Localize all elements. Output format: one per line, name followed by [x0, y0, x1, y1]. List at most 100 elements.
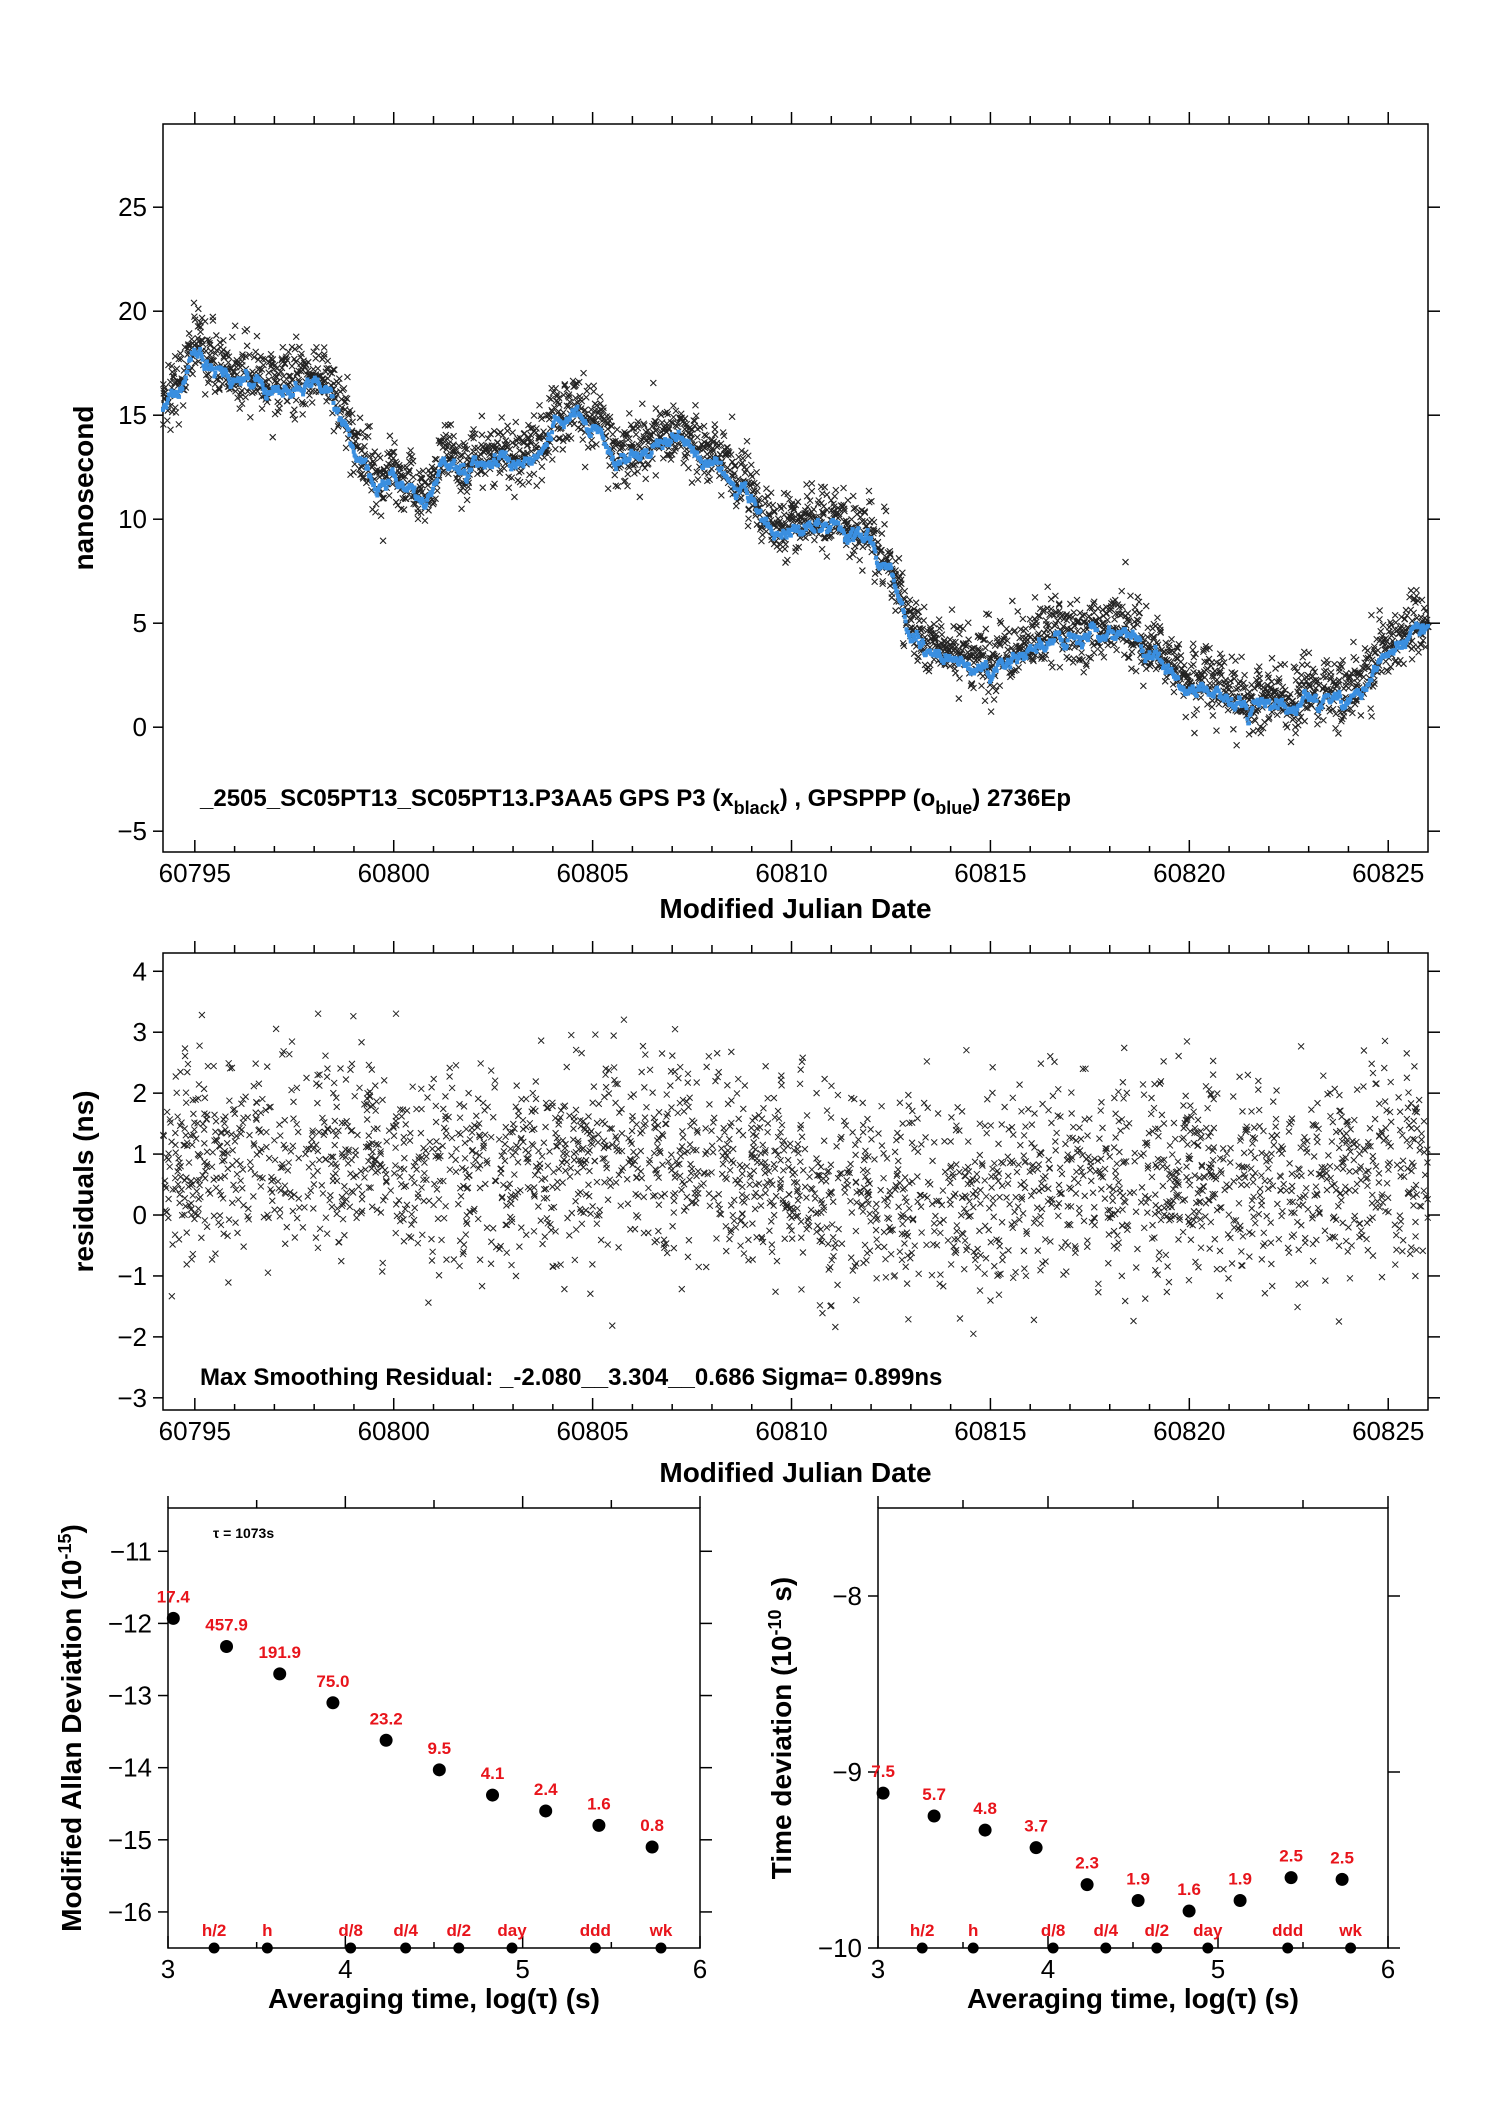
blue-point	[1426, 624, 1430, 628]
blue-point	[430, 490, 434, 494]
black-point	[280, 344, 286, 350]
blue-point	[352, 450, 356, 454]
y-tick-label: −1	[117, 1261, 147, 1291]
blue-point	[351, 445, 355, 449]
black-point	[1045, 584, 1051, 590]
black-point	[479, 413, 485, 419]
residual-point	[1052, 1139, 1058, 1145]
black-point	[1346, 685, 1352, 691]
black-point	[1020, 616, 1026, 622]
black-point	[539, 464, 545, 470]
residual-point	[1412, 1273, 1418, 1279]
black-point	[1009, 598, 1015, 604]
residual-point	[1327, 1113, 1333, 1119]
blue-point	[306, 379, 310, 383]
black-point	[527, 472, 533, 478]
residual-point	[290, 1143, 296, 1149]
black-point	[1273, 666, 1279, 672]
blue-point	[185, 370, 189, 374]
residual-point	[860, 1122, 866, 1128]
blue-point	[1337, 690, 1341, 694]
black-point	[847, 554, 853, 560]
black-point	[860, 544, 866, 550]
blue-point	[639, 456, 643, 460]
blue-point	[562, 425, 566, 429]
blue-point	[1225, 695, 1229, 699]
black-point	[1413, 587, 1419, 593]
residual-point	[1236, 1200, 1242, 1206]
black-point	[568, 435, 574, 441]
blue-point	[743, 481, 747, 485]
residual-point	[668, 1152, 674, 1158]
black-point	[300, 411, 306, 417]
black-point	[939, 632, 945, 638]
residual-point	[1408, 1168, 1414, 1174]
residual-point	[643, 1104, 649, 1110]
black-point	[1056, 602, 1062, 608]
black-point	[1379, 669, 1385, 675]
black-point	[464, 497, 470, 503]
residual-point	[670, 1223, 676, 1229]
black-point	[983, 626, 989, 632]
black-point	[499, 415, 505, 421]
black-point	[202, 318, 208, 324]
residual-point	[687, 1141, 693, 1147]
blue-point	[393, 474, 397, 478]
black-point	[451, 433, 457, 439]
blue-point	[812, 530, 816, 534]
residual-point	[1376, 1101, 1382, 1107]
residual-point	[900, 1221, 906, 1227]
annotation-part: ) , GPSPPP (o	[780, 785, 936, 812]
residual-point	[421, 1170, 427, 1176]
black-point	[718, 441, 724, 447]
black-point	[1171, 689, 1177, 695]
black-point	[893, 608, 899, 614]
black-point	[822, 484, 828, 490]
residual-point	[1090, 1190, 1096, 1196]
black-point	[997, 683, 1003, 689]
black-point	[956, 631, 962, 637]
residual-point	[752, 1206, 758, 1212]
black-point	[781, 503, 787, 509]
blue-point	[611, 455, 615, 459]
residual-point	[209, 1257, 215, 1263]
black-point	[997, 618, 1003, 624]
blue-point	[902, 610, 906, 614]
blue-point	[1245, 717, 1249, 721]
blue-point	[850, 527, 854, 531]
blue-point	[493, 453, 497, 457]
blue-point	[276, 385, 280, 389]
black-point	[850, 493, 856, 499]
black-point	[643, 476, 649, 482]
blue-point	[164, 406, 168, 410]
black-point	[1079, 650, 1085, 656]
black-point	[1194, 706, 1200, 712]
residual-point	[322, 1053, 328, 1059]
residual-point	[542, 1234, 548, 1240]
black-point	[191, 300, 197, 306]
blue-point	[186, 365, 190, 369]
blue-point	[891, 574, 895, 578]
black-point	[824, 492, 830, 498]
black-point	[1135, 594, 1141, 600]
black-point	[866, 499, 872, 505]
black-point	[1114, 647, 1120, 653]
black-point	[1282, 661, 1288, 667]
black-point	[1190, 661, 1196, 667]
black-point	[896, 555, 902, 561]
black-point	[949, 607, 955, 613]
black-point	[988, 709, 994, 715]
black-point	[1190, 647, 1196, 653]
black-point	[1190, 641, 1196, 647]
blue-point	[1370, 673, 1374, 677]
black-point	[1169, 636, 1175, 642]
black-point	[1210, 712, 1216, 718]
x-tick-label: 60805	[556, 1416, 628, 1446]
blue-point	[1360, 693, 1364, 697]
blue-point	[1218, 692, 1222, 696]
blue-point	[600, 431, 604, 435]
residual-point	[663, 1121, 669, 1127]
black-point	[1074, 597, 1080, 603]
blue-point	[496, 463, 500, 467]
